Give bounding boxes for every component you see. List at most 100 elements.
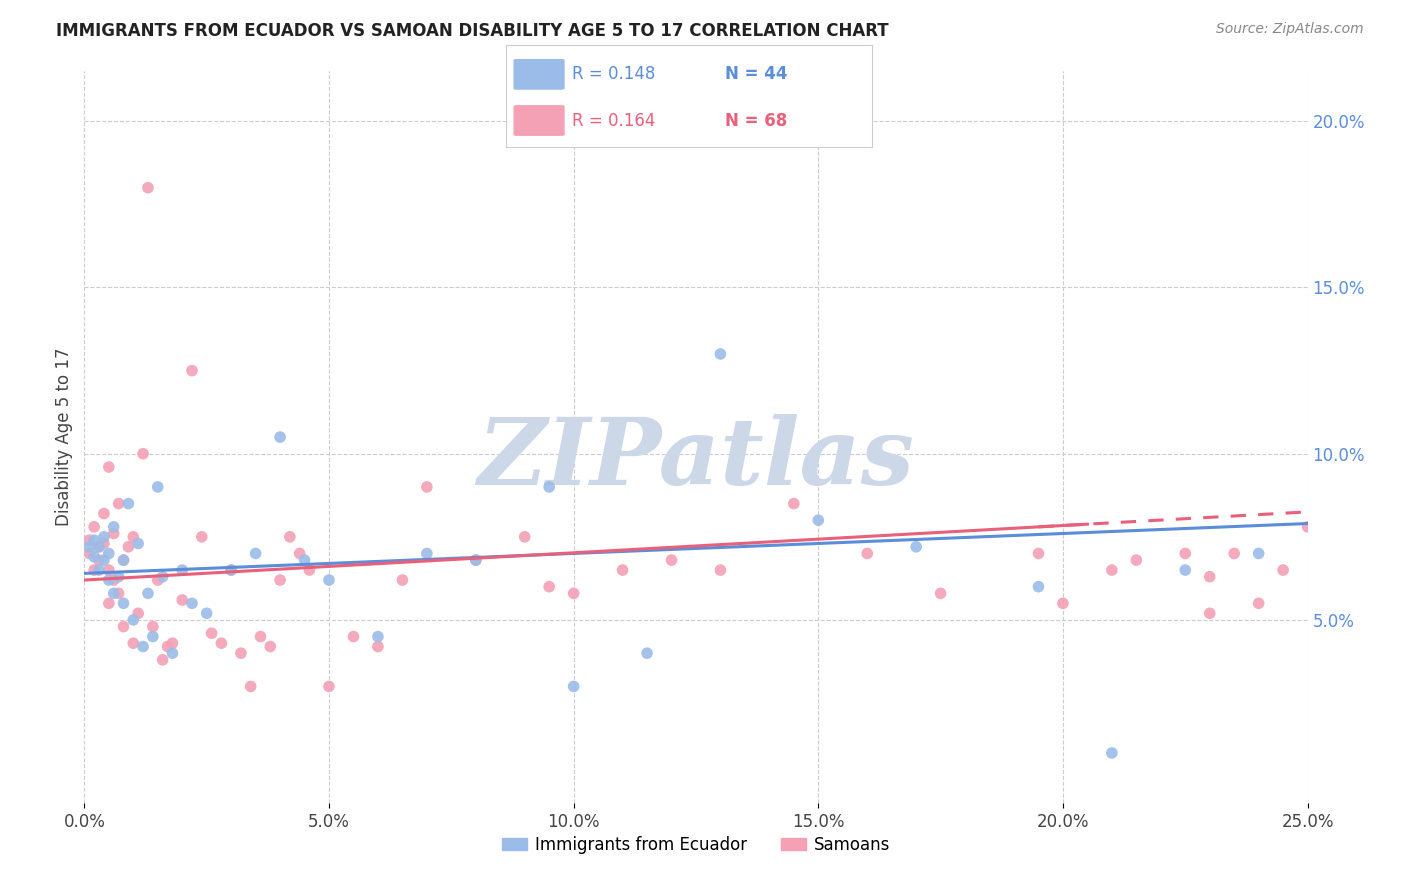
Point (93, 507, 115, 521)
Point (87, 563, 110, 577)
Point (93, 530, 115, 544)
Point (87, 540, 110, 554)
Point (245, 546, 267, 560)
Point (112, 553, 135, 567)
Point (97, 460, 120, 475)
FancyBboxPatch shape (513, 105, 565, 136)
Text: N = 44: N = 44 (725, 65, 787, 83)
Text: R = 0.148: R = 0.148 (572, 65, 655, 83)
Point (219, 563, 242, 577)
Point (1247, 596, 1270, 610)
Point (152, 570, 174, 584)
Point (318, 573, 340, 587)
Point (107, 570, 129, 584)
Point (219, 563, 242, 577)
Point (127, 536, 149, 550)
Point (136, 180, 159, 194)
Point (269, 573, 291, 587)
Point (1174, 563, 1197, 577)
Point (162, 636, 184, 650)
Point (239, 680, 262, 694)
Text: Source: ZipAtlas.com: Source: ZipAtlas.com (1216, 22, 1364, 37)
Legend: Immigrants from Ecuador, Samoans: Immigrants from Ecuador, Samoans (495, 829, 897, 860)
Point (513, 530, 536, 544)
Point (1174, 546, 1197, 560)
Point (97, 573, 120, 587)
Point (1125, 553, 1147, 567)
Point (367, 640, 389, 654)
Point (97, 546, 120, 560)
Point (132, 447, 155, 461)
Y-axis label: Disability Age 5 to 17: Disability Age 5 to 17 (55, 348, 73, 526)
Point (87, 553, 110, 567)
Point (93, 553, 115, 567)
Point (103, 586, 125, 600)
Point (83, 533, 105, 548)
Point (416, 480, 439, 494)
Point (288, 546, 311, 560)
Point (1198, 570, 1220, 584)
Point (142, 630, 165, 644)
Point (278, 530, 301, 544)
Point (367, 630, 389, 644)
Point (83, 549, 105, 564)
Point (77, 533, 100, 548)
Point (1247, 546, 1270, 560)
Point (1223, 546, 1246, 560)
Point (181, 363, 204, 377)
Point (122, 613, 145, 627)
Point (132, 640, 155, 654)
Point (294, 553, 316, 567)
Point (807, 513, 830, 527)
Point (146, 480, 169, 494)
Point (127, 607, 149, 621)
Point (229, 646, 252, 660)
Point (122, 530, 145, 544)
Point (538, 580, 561, 594)
Point (87, 540, 110, 554)
Point (136, 586, 159, 600)
Point (103, 526, 125, 541)
Point (162, 646, 184, 660)
Point (464, 553, 486, 567)
Point (181, 596, 204, 610)
Point (1101, 563, 1123, 577)
Point (562, 680, 585, 694)
Point (1052, 596, 1074, 610)
Point (1296, 520, 1319, 534)
Point (612, 563, 634, 577)
Point (709, 563, 731, 577)
Point (112, 553, 135, 567)
Text: ZIPatlas: ZIPatlas (478, 414, 914, 504)
Point (929, 586, 952, 600)
FancyBboxPatch shape (513, 59, 565, 90)
Point (464, 553, 486, 567)
Point (117, 540, 139, 554)
Point (107, 497, 129, 511)
Point (905, 540, 928, 554)
Point (172, 593, 194, 607)
Point (342, 630, 364, 644)
Point (1028, 580, 1050, 594)
Point (1198, 607, 1220, 621)
Point (1272, 563, 1295, 577)
Point (249, 630, 271, 644)
Point (195, 607, 218, 621)
Point (191, 530, 214, 544)
Point (783, 497, 806, 511)
Point (97, 563, 120, 577)
Point (152, 653, 174, 667)
Point (103, 573, 125, 587)
Text: R = 0.164: R = 0.164 (572, 112, 655, 129)
Point (318, 680, 340, 694)
Text: N = 68: N = 68 (725, 112, 787, 129)
Point (416, 546, 439, 560)
Point (107, 586, 129, 600)
Point (636, 646, 658, 660)
Point (1101, 746, 1123, 760)
Point (142, 619, 165, 633)
Point (200, 626, 222, 640)
Point (562, 586, 585, 600)
Point (391, 573, 413, 587)
Point (209, 636, 232, 650)
